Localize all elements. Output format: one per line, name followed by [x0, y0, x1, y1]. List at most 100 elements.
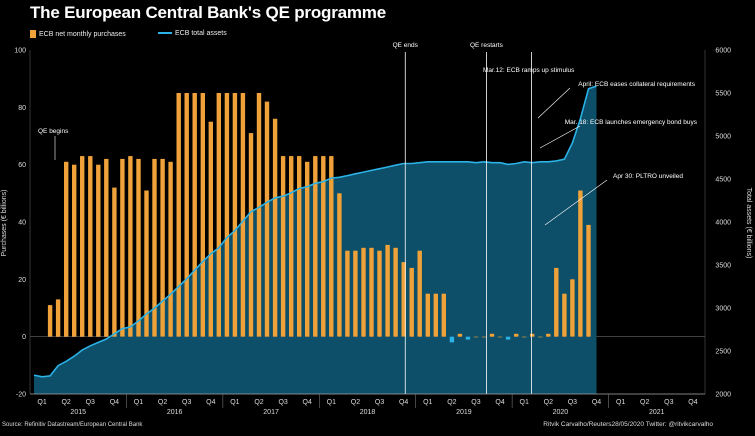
y-axis-title-right: Total assets (€ billions) — [745, 188, 752, 259]
annotation-label: Mar.12: ECB ramps up stimulus — [483, 67, 575, 74]
x-tick-quarter: Q3 — [278, 399, 287, 406]
purchase-bar — [497, 336, 503, 338]
purchase-bar — [417, 250, 422, 337]
x-tick-year: 2020 — [553, 409, 569, 416]
y-tick-left: 0 — [22, 334, 26, 341]
purchase-bar — [264, 101, 270, 337]
purchase-bar — [297, 156, 302, 337]
x-tick-quarter: Q1 — [230, 399, 239, 406]
legend-line-swatch — [158, 32, 172, 35]
purchase-bar — [232, 93, 238, 337]
event-lines — [404, 52, 532, 394]
purchase-bar — [104, 158, 109, 337]
chart-title: The European Central Bank's QE programme — [30, 3, 386, 22]
x-tick-quarter: Q1 — [327, 399, 336, 406]
purchase-bar — [514, 333, 519, 337]
y-tick-left: 100 — [14, 48, 26, 55]
purchase-bar — [47, 305, 53, 337]
purchase-bar — [208, 121, 213, 337]
x-tick-quarter: Q2 — [158, 399, 167, 406]
x-tick-quarter: Q2 — [351, 399, 360, 406]
purchase-bar — [136, 158, 141, 337]
legend-label-purchases: ECB net monthly purchases — [39, 30, 126, 38]
bars-layer — [47, 93, 591, 343]
purchase-bar — [248, 133, 254, 337]
x-tick-quarter: Q1 — [37, 399, 46, 406]
y-tick-right: 6000 — [715, 48, 731, 55]
purchase-bar — [160, 158, 165, 337]
purchase-bar — [570, 279, 575, 337]
purchase-bar — [377, 250, 382, 337]
purchase-bar — [88, 156, 93, 337]
purchase-bar — [586, 224, 591, 337]
annotation-label: April: ECB eases collateral requirements — [578, 81, 695, 88]
annotation-label: QE ends — [393, 42, 419, 49]
assets-line-layer — [33, 85, 597, 378]
x-tick-quarter: Q2 — [640, 399, 649, 406]
y-tick-right: 3000 — [715, 306, 731, 313]
y-tick-right: 5000 — [715, 134, 731, 141]
y-tick-right: 4500 — [715, 177, 731, 184]
purchase-bar — [256, 93, 262, 337]
x-tick-quarter: Q2 — [544, 399, 553, 406]
purchase-bar — [152, 158, 157, 337]
y-tick-left: 20 — [18, 277, 26, 284]
purchase-bar — [192, 93, 197, 337]
x-tick-quarter: Q1 — [423, 399, 432, 406]
purchase-bar — [345, 250, 350, 337]
x-tick-quarter: Q2 — [61, 399, 70, 406]
purchase-bar — [401, 262, 406, 337]
purchase-bar — [224, 93, 230, 337]
purchase-bar — [578, 190, 583, 337]
x-tick-quarter: Q3 — [375, 399, 384, 406]
purchase-bar — [280, 156, 286, 337]
annotation-leader — [544, 179, 608, 226]
legend-bar-swatch — [30, 30, 36, 38]
purchase-bar — [272, 118, 278, 337]
purchase-bar — [530, 333, 535, 337]
purchase-bar — [289, 156, 294, 337]
purchase-bar — [305, 161, 310, 337]
annotations: QE begins QE ends QE restarts Mar.12: ECB r… — [38, 42, 698, 226]
y-tick-left: 60 — [18, 162, 26, 169]
x-tick-quarter: Q3 — [568, 399, 577, 406]
assets-line — [33, 85, 597, 378]
purchase-bar — [441, 293, 446, 337]
x-tick-quarter: Q1 — [616, 399, 625, 406]
x-tick-year: 2021 — [649, 409, 665, 416]
x-tick-year: 2016 — [167, 409, 183, 416]
x-tick-quarter: Q4 — [206, 399, 215, 406]
purchase-bar — [55, 299, 61, 337]
x-tick-quarter: Q1 — [134, 399, 143, 406]
purchase-bar — [80, 156, 85, 337]
credit-note: Ritvik Carvalho/Reuters28/05/2020 Twitte… — [543, 421, 713, 428]
y-tick-right: 3500 — [715, 263, 731, 270]
x-tick-quarter: Q4 — [592, 399, 601, 406]
purchase-bar — [522, 336, 527, 338]
purchase-bar — [329, 156, 334, 337]
purchase-bar — [361, 247, 366, 337]
purchase-bar — [321, 156, 326, 337]
purchase-bar — [465, 336, 471, 340]
annotation-label: QE restarts — [470, 42, 504, 49]
y-tick-right: 2000 — [715, 392, 731, 399]
purchase-bar — [144, 190, 149, 337]
annotation-leader — [537, 87, 571, 119]
legend-item-purchases: ECB net monthly purchases — [30, 30, 126, 38]
annotation-label: QE begins — [38, 128, 69, 135]
purchase-bar — [240, 93, 246, 337]
purchase-bar — [473, 336, 479, 338]
y-tick-right: 4000 — [715, 220, 731, 227]
purchase-bar — [409, 267, 414, 337]
right-axis: 2000 2500 3000 3500 4000 4500 5000 5500 6000 — [704, 48, 731, 399]
x-tick-quarter: Q2 — [254, 399, 263, 406]
purchase-bar — [168, 161, 173, 337]
purchase-bar — [313, 156, 318, 337]
purchase-bar — [96, 164, 101, 337]
x-tick-year: 2018 — [360, 409, 376, 416]
purchase-bar — [200, 93, 205, 337]
annotation-leader — [539, 125, 581, 149]
purchase-bar — [481, 336, 487, 338]
purchase-bar — [176, 93, 181, 337]
y-axis-title-left: Purchases (€ billions) — [1, 190, 8, 257]
